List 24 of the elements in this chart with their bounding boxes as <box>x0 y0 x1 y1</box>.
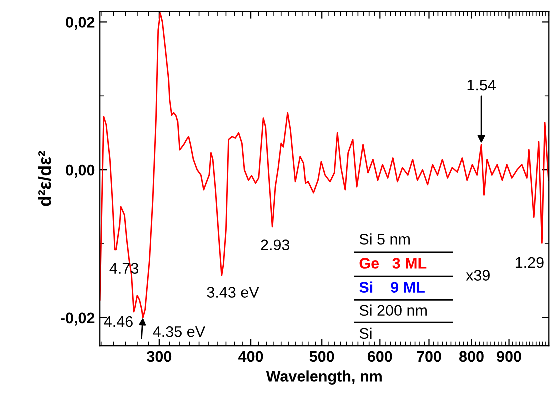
annotation: Ge 3 ML <box>360 258 427 269</box>
y-tick-label: 0,02 <box>66 17 95 30</box>
x-tick-label: 800 <box>460 351 484 362</box>
y-tick-label: 0,00 <box>66 164 95 178</box>
x-tick-label: 300 <box>147 351 172 362</box>
annotation: 4.46 <box>104 316 133 328</box>
x-tick-label: 400 <box>238 351 264 362</box>
annotation: Si 200 nm <box>360 304 427 316</box>
x-tick-label: 600 <box>368 351 392 362</box>
annotation: Si <box>360 328 372 340</box>
y-tick-label: -0,02 <box>61 312 95 326</box>
y-axis-title: d²ε/dε² <box>38 151 52 206</box>
annotation: 1.54 <box>468 80 496 91</box>
annotation: Si 9 ML <box>360 282 425 293</box>
x-axis-title: Wavelength, nm <box>266 370 382 385</box>
x-tick-label: 500 <box>310 351 334 362</box>
annotation: 4.35 eV <box>153 326 206 338</box>
annotation: 3.43 eV <box>207 287 260 298</box>
x-tick-label: 700 <box>417 351 442 362</box>
annotation: x39 <box>466 270 490 281</box>
x-tick-label: 900 <box>497 351 522 362</box>
annotation: 1.29 <box>516 257 544 268</box>
annotation: Si 5 nm <box>360 234 410 245</box>
annotation: 2.93 <box>261 240 290 251</box>
